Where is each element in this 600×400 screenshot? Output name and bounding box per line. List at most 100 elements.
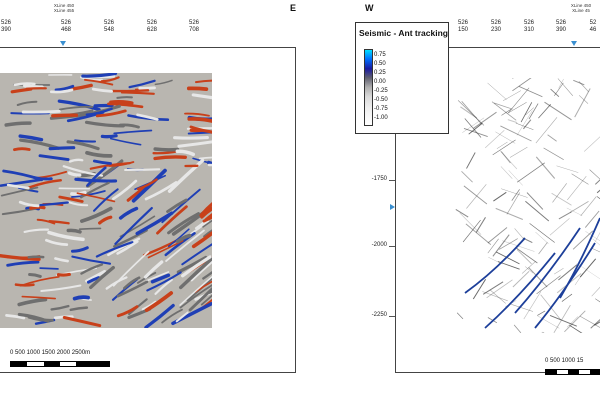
lineament-stroke bbox=[486, 279, 513, 299]
lineament-stroke bbox=[455, 208, 469, 218]
reflector-stroke bbox=[190, 260, 212, 282]
reflector-stroke bbox=[175, 149, 195, 157]
legend-value: -1.00 bbox=[374, 115, 388, 121]
reflector-stroke bbox=[127, 114, 170, 121]
lineament-stroke bbox=[490, 289, 506, 304]
lineament-stroke bbox=[554, 268, 564, 275]
reflector-stroke bbox=[27, 255, 45, 259]
reflector-stroke bbox=[187, 117, 212, 123]
reflector-stroke bbox=[93, 188, 119, 212]
reflector-stroke bbox=[107, 237, 141, 257]
legend-panel[interactable]: Seismic - Ant tracking 0.75 0.50 0.25 0.… bbox=[355, 22, 449, 134]
inline-tick: 526 310 bbox=[517, 20, 541, 34]
reflector-stroke bbox=[200, 294, 212, 306]
reflector-stroke bbox=[0, 254, 41, 261]
lineament-stroke bbox=[462, 219, 481, 243]
lineament-stroke bbox=[578, 95, 589, 104]
reflector-stroke bbox=[202, 271, 212, 280]
lineament-stroke bbox=[496, 141, 508, 149]
lineament-stroke bbox=[516, 247, 538, 264]
reflector-stroke bbox=[6, 183, 30, 190]
reflector-stroke bbox=[86, 166, 107, 187]
lineament-stroke bbox=[482, 291, 508, 302]
reflector-stroke bbox=[116, 96, 133, 99]
lineament-stroke bbox=[472, 278, 487, 300]
reflector-stroke bbox=[161, 308, 183, 324]
lineament-stroke bbox=[544, 101, 572, 121]
lineament-stroke bbox=[512, 78, 532, 92]
reflector-stroke bbox=[192, 157, 212, 165]
reflector-stroke bbox=[74, 177, 118, 183]
compass-east-label: E bbox=[290, 3, 297, 13]
depth-marker-icon[interactable] bbox=[390, 204, 395, 210]
reflector-stroke bbox=[14, 283, 35, 287]
xline-label: XLine 450 bbox=[570, 3, 592, 8]
lineament-stroke bbox=[487, 227, 508, 244]
reflector-stroke bbox=[167, 158, 205, 193]
reflector-stroke bbox=[144, 181, 178, 201]
lineament-stroke bbox=[525, 200, 550, 222]
highlighted-fault bbox=[484, 252, 556, 329]
reflector-stroke bbox=[176, 255, 208, 274]
tick-top: 526 bbox=[490, 20, 501, 26]
lineament-stroke bbox=[522, 119, 532, 130]
legend-value: -0.75 bbox=[374, 106, 388, 112]
lineament-stroke bbox=[484, 130, 505, 149]
seismic-amplitude-image bbox=[0, 73, 212, 328]
lineament-stroke bbox=[461, 101, 482, 125]
reflector-stroke bbox=[39, 267, 59, 270]
lineament-stroke bbox=[491, 101, 517, 121]
tick-bottom: 390 bbox=[555, 27, 566, 33]
reflector-stroke bbox=[113, 129, 153, 135]
reflector-stroke bbox=[204, 212, 212, 221]
reflector-stroke bbox=[39, 201, 69, 207]
reflector-stroke bbox=[113, 229, 148, 248]
lineament-stroke bbox=[511, 189, 520, 201]
well-marker-icon[interactable] bbox=[60, 41, 66, 46]
reflector-stroke bbox=[131, 168, 167, 203]
reflector-stroke bbox=[67, 200, 89, 207]
reflector-stroke bbox=[189, 125, 212, 134]
reflector-stroke bbox=[116, 240, 139, 255]
lineament-stroke bbox=[567, 176, 587, 201]
reflector-stroke bbox=[57, 99, 101, 112]
lineament-stroke bbox=[573, 79, 585, 86]
reflector-stroke bbox=[114, 207, 153, 245]
panel-gap bbox=[300, 0, 355, 400]
reflector-stroke bbox=[17, 297, 48, 307]
reflector-stroke bbox=[206, 160, 212, 166]
lineament-stroke bbox=[550, 88, 560, 98]
legend-value: 0.75 bbox=[374, 52, 386, 58]
reflector-stroke bbox=[13, 82, 36, 87]
scale-label: 0 500 1000 1500 2000 2500m bbox=[10, 350, 91, 356]
reflector-stroke bbox=[83, 78, 114, 86]
reflector-stroke bbox=[116, 280, 149, 298]
lineament-stroke bbox=[512, 270, 530, 288]
reflector-stroke bbox=[112, 179, 138, 201]
reflector-stroke bbox=[112, 250, 150, 287]
lineament-stroke bbox=[482, 281, 504, 295]
lineament-stroke bbox=[528, 103, 539, 120]
lineament-stroke bbox=[463, 127, 488, 138]
reflector-stroke bbox=[0, 186, 39, 197]
reflector-stroke bbox=[111, 89, 150, 93]
reflector-stroke bbox=[80, 206, 113, 223]
lineament-stroke bbox=[547, 134, 557, 142]
lineament-stroke bbox=[492, 234, 510, 257]
lineament-stroke bbox=[468, 122, 483, 135]
inline-tick: 526 390 bbox=[0, 20, 18, 34]
xline-labels: XLine 450 XLine 45 bbox=[566, 3, 596, 13]
legend-value: 0.25 bbox=[374, 70, 386, 76]
lineament-stroke bbox=[492, 139, 516, 156]
lineament-stroke bbox=[578, 81, 589, 93]
lineament-stroke bbox=[569, 324, 583, 333]
reflector-stroke bbox=[17, 312, 50, 323]
reflector-stroke bbox=[150, 273, 171, 284]
tick-top: 526 bbox=[103, 20, 114, 26]
lineament-stroke bbox=[592, 238, 600, 246]
lineament-stroke bbox=[585, 231, 600, 242]
lineament-stroke bbox=[462, 117, 485, 133]
well-marker-icon[interactable] bbox=[571, 41, 577, 46]
lineament-stroke bbox=[571, 173, 589, 185]
reflector-stroke bbox=[4, 121, 32, 127]
